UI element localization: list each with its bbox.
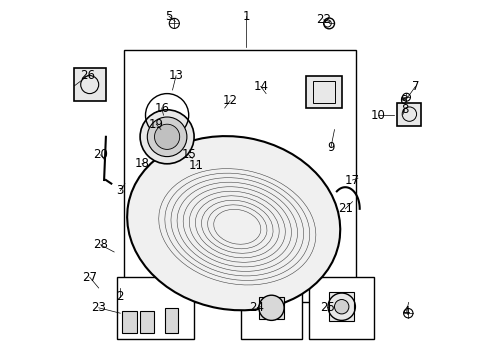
Bar xyxy=(165,308,178,333)
Circle shape xyxy=(334,300,348,314)
Circle shape xyxy=(323,18,334,29)
Text: 7: 7 xyxy=(411,80,418,93)
Text: 15: 15 xyxy=(181,148,196,161)
Circle shape xyxy=(147,117,186,157)
Bar xyxy=(73,68,106,101)
Text: 13: 13 xyxy=(168,69,183,82)
Bar xyxy=(117,277,194,339)
Bar xyxy=(328,292,354,321)
Text: 24: 24 xyxy=(249,301,264,314)
Bar xyxy=(312,81,334,103)
Circle shape xyxy=(169,18,179,28)
Bar xyxy=(305,76,341,108)
Text: 10: 10 xyxy=(369,109,385,122)
Circle shape xyxy=(403,309,412,318)
Circle shape xyxy=(140,110,194,164)
Text: 14: 14 xyxy=(253,80,267,93)
Bar xyxy=(397,103,420,126)
Bar xyxy=(123,50,355,302)
Text: 6: 6 xyxy=(398,94,406,107)
Text: 8: 8 xyxy=(400,103,407,116)
Text: 22: 22 xyxy=(316,13,330,26)
Text: 23: 23 xyxy=(91,301,106,314)
Text: 11: 11 xyxy=(188,159,203,172)
Text: 9: 9 xyxy=(326,141,334,154)
Text: 4: 4 xyxy=(402,305,409,318)
Text: 3: 3 xyxy=(116,184,124,197)
Circle shape xyxy=(258,295,284,320)
Ellipse shape xyxy=(127,136,340,310)
Bar xyxy=(258,297,284,319)
Text: 18: 18 xyxy=(134,157,149,170)
Text: 12: 12 xyxy=(222,94,237,107)
Bar xyxy=(309,277,373,339)
Text: 16: 16 xyxy=(154,102,169,114)
Text: 1: 1 xyxy=(242,10,249,23)
Circle shape xyxy=(402,93,409,101)
Circle shape xyxy=(154,124,179,149)
Circle shape xyxy=(324,20,330,27)
Bar xyxy=(122,311,136,333)
Text: 20: 20 xyxy=(93,148,108,161)
Text: 28: 28 xyxy=(93,238,108,251)
Text: 25: 25 xyxy=(319,301,334,314)
Text: 19: 19 xyxy=(148,118,163,131)
Text: 2: 2 xyxy=(116,291,124,303)
Text: 17: 17 xyxy=(345,174,359,186)
Text: 21: 21 xyxy=(337,202,352,215)
Bar xyxy=(241,277,302,339)
Bar xyxy=(140,311,154,333)
Text: 26: 26 xyxy=(80,69,95,82)
Text: 27: 27 xyxy=(82,271,97,284)
Text: 5: 5 xyxy=(165,10,172,23)
